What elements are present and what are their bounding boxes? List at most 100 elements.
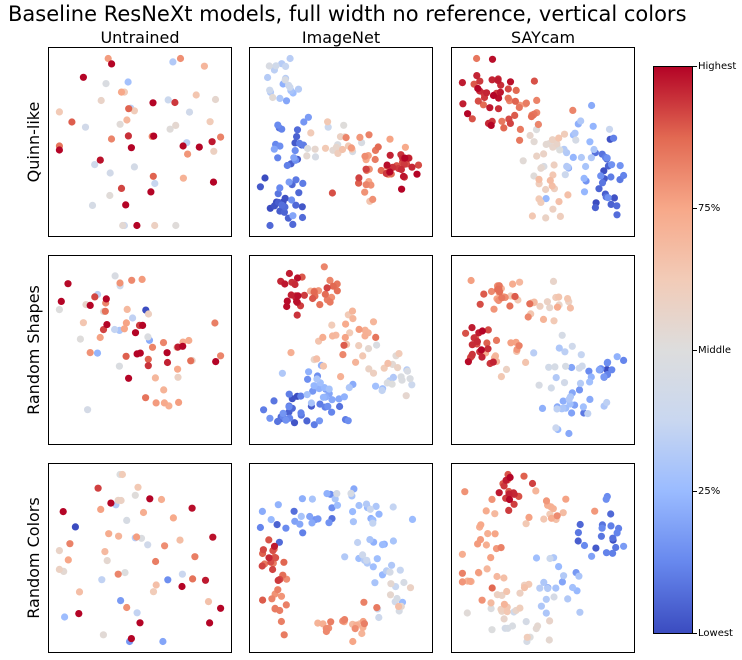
scatter-point	[549, 171, 557, 179]
scatter-point	[130, 163, 138, 171]
scatter-point	[81, 123, 90, 131]
scatter-point	[217, 352, 225, 360]
scatter-point	[398, 376, 406, 384]
scatter-point	[542, 497, 551, 505]
scatter-point	[375, 613, 383, 622]
scatter-point	[192, 91, 200, 99]
scatter-point	[283, 297, 291, 305]
scatter-point	[96, 333, 104, 342]
scatter-point	[508, 622, 517, 630]
scatter-point	[166, 125, 174, 133]
scatter-point	[282, 97, 291, 105]
scatter-point	[388, 380, 396, 388]
scatter-point	[530, 349, 538, 357]
scatter-point	[102, 295, 110, 303]
scatter-point	[480, 290, 488, 298]
scatter-point	[298, 495, 306, 503]
scatter-point	[348, 307, 357, 315]
scatter-point	[478, 327, 486, 335]
scatter-point	[144, 333, 152, 341]
scatter-point	[291, 147, 299, 155]
colorbar-tick-label-75: 75%	[698, 203, 721, 214]
scatter-point	[369, 519, 377, 527]
scatter-point	[530, 138, 538, 146]
scatter-point	[328, 396, 336, 404]
scatter-point	[585, 367, 593, 375]
scatter-point	[212, 358, 220, 366]
scatter-point	[560, 572, 568, 580]
scatter-point	[264, 73, 272, 82]
scatter-point	[488, 495, 496, 503]
colorbar-tick-label-middle: Middle	[698, 345, 732, 356]
scatter-point	[150, 132, 158, 140]
scatter-point	[282, 524, 290, 532]
scatter-point	[340, 121, 348, 129]
scatter-point	[55, 146, 63, 154]
scatter-point	[98, 576, 106, 584]
scatter-point	[610, 194, 618, 202]
scatter-point	[509, 280, 517, 288]
scatter-point	[160, 399, 168, 407]
scatter-point	[588, 552, 596, 560]
scatter-point	[609, 534, 617, 542]
scatter-point	[294, 85, 303, 93]
scatter-point	[500, 124, 508, 132]
scatter-point	[304, 144, 312, 153]
scatter-point	[91, 293, 99, 301]
scatter-point	[290, 419, 299, 427]
scatter-point	[342, 134, 350, 142]
scatter-point	[386, 568, 394, 576]
scatter-point	[61, 613, 69, 621]
scatter-point	[504, 85, 512, 93]
scatter-point	[359, 551, 367, 559]
scatter-point	[157, 495, 166, 504]
scatter-point	[564, 595, 572, 603]
scatter-point	[525, 513, 533, 521]
scatter-point	[328, 189, 336, 197]
scatter-point	[305, 368, 313, 376]
scatter-point	[187, 357, 195, 365]
scatter-point	[369, 318, 378, 326]
scatter-point	[355, 342, 363, 350]
colorbar-tick	[692, 350, 697, 351]
scatter-point	[285, 178, 293, 186]
scatter-point	[333, 501, 342, 509]
scatter-point	[274, 154, 282, 162]
scatter-point	[555, 344, 563, 352]
scatter-point	[174, 373, 182, 381]
scatter-point	[553, 512, 561, 520]
scatter-point	[500, 574, 508, 582]
scatter-point	[361, 332, 369, 340]
scatter-point	[473, 72, 481, 80]
scatter-point	[123, 516, 131, 524]
scatter-point	[506, 473, 514, 481]
scatter-point	[164, 96, 172, 104]
scatter-point	[612, 543, 620, 552]
column-title-imagenet: ImageNet	[301, 28, 381, 47]
scatter-point	[195, 143, 203, 151]
scatter-point	[608, 161, 616, 169]
scatter-point	[372, 382, 380, 390]
scatter-point	[487, 287, 496, 296]
scatter-point	[169, 58, 177, 66]
scatter-point	[577, 117, 585, 125]
scatter-point	[136, 349, 144, 357]
scatter-point	[482, 507, 490, 515]
scatter-point	[256, 523, 264, 532]
scatter-plot	[55, 54, 225, 230]
scatter-point	[487, 554, 495, 562]
scatter-point	[556, 212, 564, 220]
scatter-point	[91, 161, 99, 169]
scatter-plot	[458, 54, 628, 222]
scatter-point	[569, 583, 577, 592]
scatter-point	[511, 97, 519, 105]
scatter-point	[463, 609, 471, 617]
scatter-point	[365, 365, 373, 373]
scatter-point	[528, 479, 537, 488]
scatter-point	[325, 385, 333, 393]
scatter-point	[505, 506, 513, 514]
scatter-point	[201, 576, 210, 584]
scatter-point	[494, 76, 502, 85]
scatter-point	[506, 119, 514, 127]
scatter-point	[125, 105, 133, 113]
